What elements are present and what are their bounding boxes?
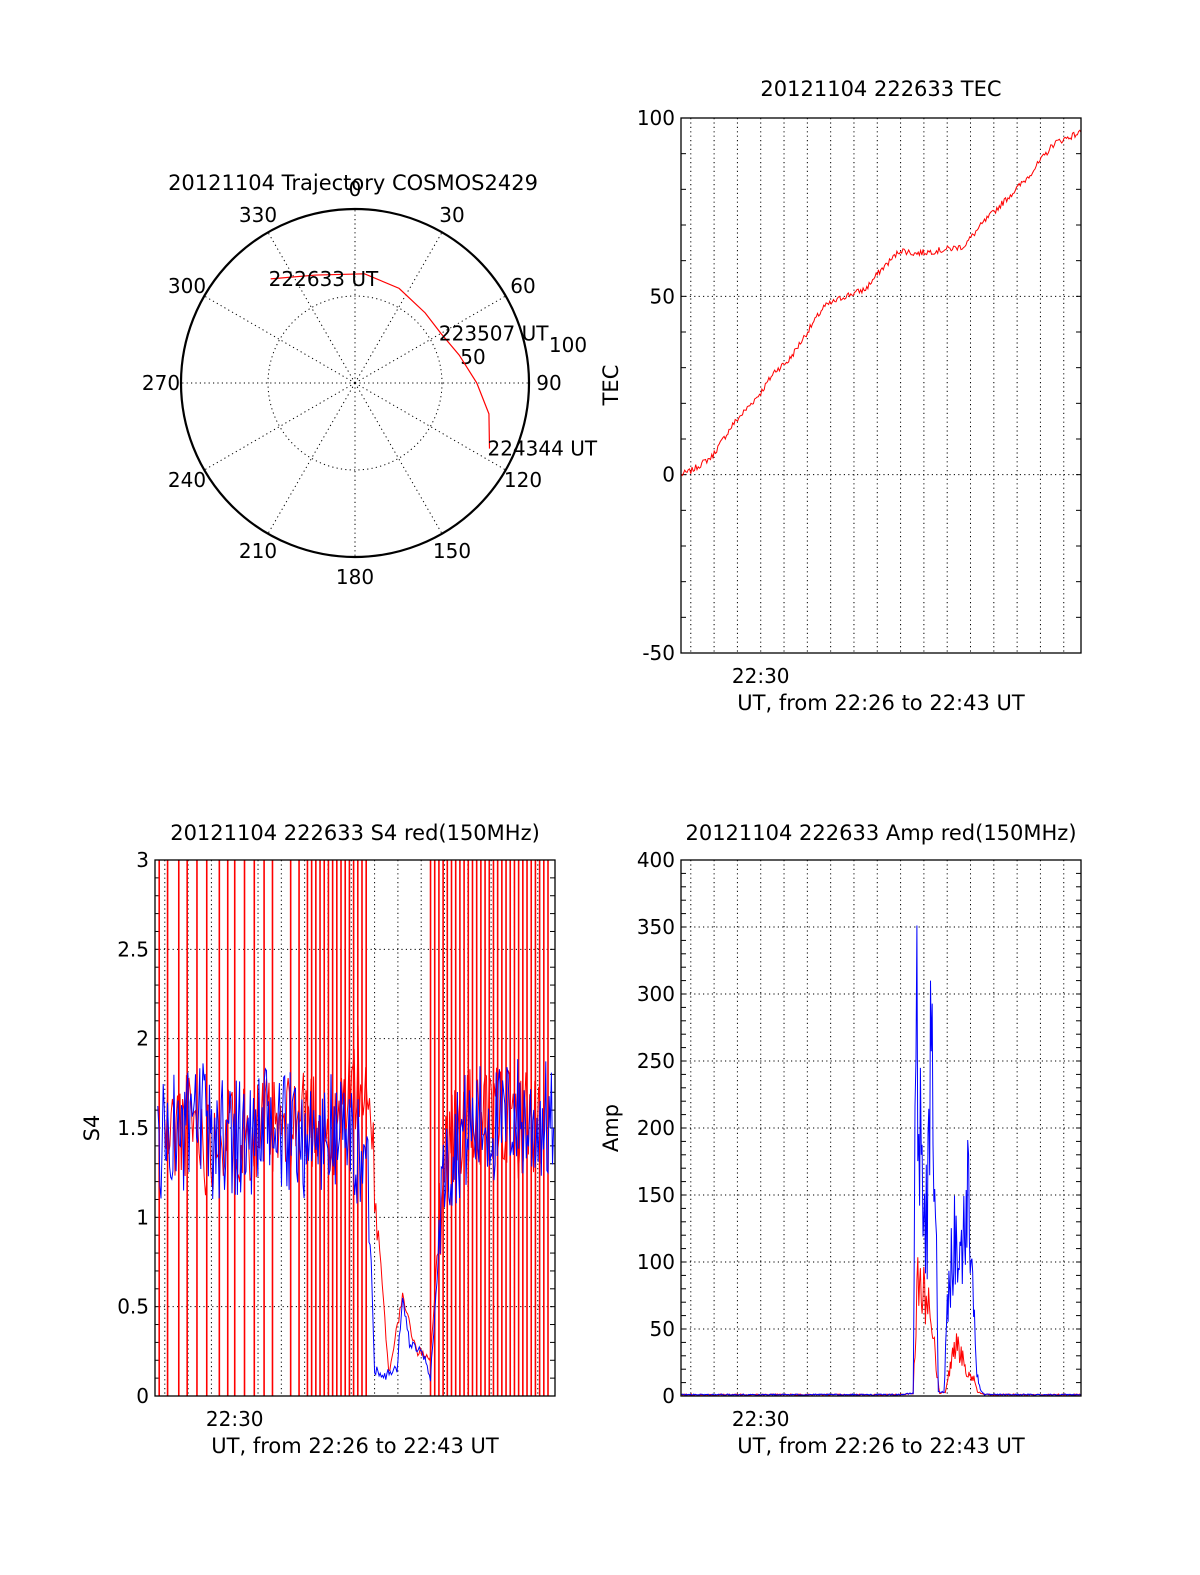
tec-y-tick-label: -50	[642, 641, 675, 665]
tec-y-tick-label: 100	[637, 106, 675, 130]
trajectory-annotations: 222633 UT 223507 UT 224344 UT	[269, 267, 598, 461]
amp-y-tick-label: 250	[637, 1049, 675, 1073]
amp-x-tick-labels: 22:30	[732, 1407, 790, 1431]
amp-y-tick-label: 0	[662, 1384, 675, 1408]
tec-line	[680, 129, 1082, 477]
polar-angle-label: 30	[439, 203, 464, 227]
tec-panel: 20121104 222633 TEC -50 0 50 100 22:30 UT, …	[599, 77, 1082, 715]
amp-y-tick-label: 100	[637, 1250, 675, 1274]
tec-y-tick-label: 0	[662, 463, 675, 487]
s4-y-tick-label: 0.5	[117, 1295, 149, 1319]
trajectory-annotation: 223507 UT	[439, 321, 549, 345]
tec-grid	[681, 117, 1081, 654]
polar-angle-label: 210	[239, 539, 277, 563]
s4-y-tick-label: 0	[136, 1384, 149, 1408]
polar-radius-label: 50	[460, 345, 485, 369]
polar-angle-label: 180	[336, 565, 374, 589]
s4-x-axis-label: UT, from 22:26 to 22:43 UT	[211, 1434, 499, 1458]
amp-panel: 20121104 222633 Amp red(150MHz) 0 50 100 15…	[599, 821, 1082, 1458]
s4-y-tick-labels: 0 0.5 1 1.5 2 2.5 3	[117, 848, 149, 1408]
tec-x-tick-label: 22:30	[732, 664, 790, 688]
trajectory-title: 20121104 Trajectory COSMOS2429	[168, 171, 538, 195]
polar-angle-label: 90	[536, 371, 561, 395]
s4-y-tick-label: 1.5	[117, 1116, 149, 1140]
amp-series	[680, 925, 1081, 1397]
amp-y-tick-label: 350	[637, 915, 675, 939]
polar-angle-label: 270	[142, 371, 180, 395]
tec-y-tick-labels: -50 0 50 100	[637, 106, 675, 665]
amp-blue-line	[680, 925, 1081, 1397]
polar-radius-labels: 50 100	[460, 333, 587, 369]
polar-angle-labels: 0 30 60 90 120 150 180 210 240 270 300 330	[142, 177, 562, 589]
s4-y-tick-label: 3	[136, 848, 149, 872]
tec-y-tick-label: 50	[650, 284, 675, 308]
polar-radius-label: 100	[549, 333, 587, 357]
s4-x-tick-label: 22:30	[206, 1407, 264, 1431]
tec-y-axis-label: TEC	[599, 365, 623, 407]
trajectory-panel: 20121104 Trajectory COSMOS2429 0 30 60 90 12…	[142, 171, 598, 589]
amp-y-tick-label: 400	[637, 848, 675, 872]
amp-title: 20121104 222633 Amp red(150MHz)	[685, 821, 1076, 845]
s4-series	[157, 860, 555, 1396]
trajectory-annotation: 222633 UT	[269, 267, 379, 291]
polar-angle-label: 240	[168, 468, 206, 492]
trajectory-series	[270, 273, 491, 449]
amp-y-axis-label: Amp	[599, 1104, 623, 1152]
s4-frame	[154, 859, 556, 1397]
s4-blue-line	[157, 1059, 555, 1382]
amp-y-tick-label: 200	[637, 1116, 675, 1140]
tec-x-axis-label: UT, from 22:26 to 22:43 UT	[737, 691, 1025, 715]
s4-title: 20121104 222633 S4 red(150MHz)	[170, 821, 540, 845]
s4-panel: 20121104 222633 S4 red(150MHz) 0 0.5 1 1.5 2…	[80, 821, 556, 1458]
amp-y-tick-label: 300	[637, 982, 675, 1006]
polar-angle-label: 150	[433, 539, 471, 563]
s4-y-tick-label: 1	[136, 1205, 149, 1229]
amp-y-tick-labels: 0 50 100 150 200 250 300 350 400	[637, 848, 675, 1408]
s4-y-axis-label: S4	[80, 1115, 104, 1142]
polar-ring-50	[267, 295, 443, 471]
polar-angle-label: 300	[168, 274, 206, 298]
polar-angle-label: 330	[239, 203, 277, 227]
amp-frame	[680, 859, 1082, 1397]
polar-angle-label: 60	[510, 274, 535, 298]
tec-x-tick-labels: 22:30	[732, 664, 790, 688]
s4-y-tick-label: 2	[136, 1027, 149, 1051]
amp-x-tick-label: 22:30	[732, 1407, 790, 1431]
s4-x-tick-labels: 22:30	[206, 1407, 264, 1431]
trajectory-annotation: 224344 UT	[487, 437, 597, 461]
polar-angle-label: 120	[504, 468, 542, 492]
amp-y-tick-label: 50	[650, 1317, 675, 1341]
trajectory-line	[270, 273, 491, 449]
polar-outer-circle	[179, 207, 531, 559]
amp-y-tick-label: 150	[637, 1183, 675, 1207]
tec-frame	[680, 117, 1082, 654]
amp-x-axis-label: UT, from 22:26 to 22:43 UT	[737, 1434, 1025, 1458]
polar-grid	[179, 207, 531, 559]
tec-series	[680, 129, 1082, 477]
s4-y-tick-label: 2.5	[117, 937, 149, 961]
polar-angle-label: 0	[349, 177, 362, 201]
tec-title: 20121104 222633 TEC	[760, 77, 1001, 101]
